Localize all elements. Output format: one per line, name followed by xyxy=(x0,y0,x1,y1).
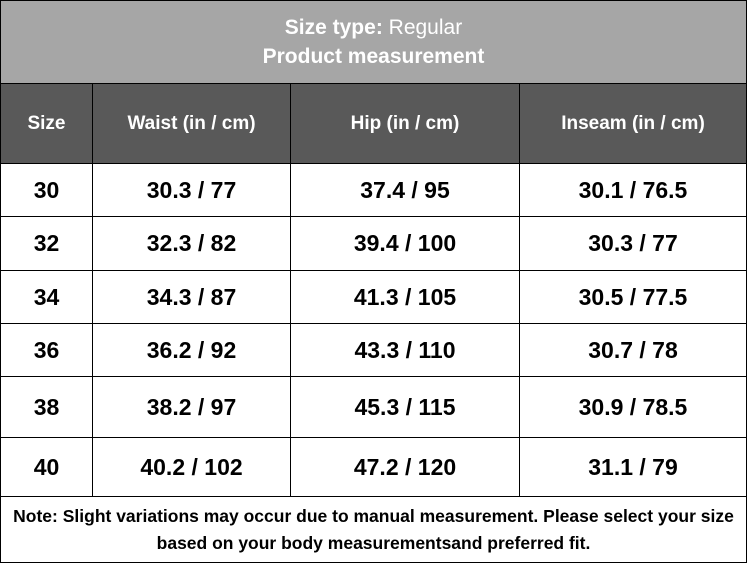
table-cell: 32.3 / 82 xyxy=(93,217,291,271)
table-cell: 47.2 / 120 xyxy=(291,438,520,497)
size-type-line: Size type: Regular xyxy=(285,13,462,42)
column-header: Size xyxy=(1,84,93,164)
table-cell: 30.3 / 77 xyxy=(520,217,746,271)
table-cell: 38 xyxy=(1,377,93,438)
table-cell: 31.1 / 79 xyxy=(520,438,746,497)
table-cell: 30.3 / 77 xyxy=(93,164,291,217)
table-cell: 40 xyxy=(1,438,93,497)
table-cell: 30 xyxy=(1,164,93,217)
table-cell: 36 xyxy=(1,324,93,377)
table-cell: 38.2 / 97 xyxy=(93,377,291,438)
table-cell: 30.7 / 78 xyxy=(520,324,746,377)
size-type-value: Regular xyxy=(388,16,463,39)
size-type-label: Size type: xyxy=(284,16,383,39)
table-cell: 30.1 / 76.5 xyxy=(520,164,746,217)
subtitle: Product measurement xyxy=(262,45,485,68)
table-cell: 30.5 / 77.5 xyxy=(520,271,746,324)
column-header: Hip (in / cm) xyxy=(291,84,520,164)
table-cell: 32 xyxy=(1,217,93,271)
table-cell: 37.4 / 95 xyxy=(291,164,520,217)
note: Note: Slight variations may occur due to… xyxy=(13,505,734,553)
table-cell: 41.3 / 105 xyxy=(291,271,520,324)
table-cell: 36.2 / 92 xyxy=(93,324,291,377)
table-cell: 43.3 / 110 xyxy=(291,324,520,377)
table-cell: 30.9 / 78.5 xyxy=(520,377,746,438)
table-cell: 34 xyxy=(1,271,93,324)
table-cell: 40.2 / 102 xyxy=(93,438,291,497)
table-cell: 34.3 / 87 xyxy=(93,271,291,324)
column-header: Inseam (in / cm) xyxy=(520,84,746,164)
table-cell: 39.4 / 100 xyxy=(291,217,520,271)
column-header: Waist (in / cm) xyxy=(93,84,291,164)
table-cell: 45.3 / 115 xyxy=(291,377,520,438)
title-block: Size type: Regular Product measurement xyxy=(1,1,746,84)
